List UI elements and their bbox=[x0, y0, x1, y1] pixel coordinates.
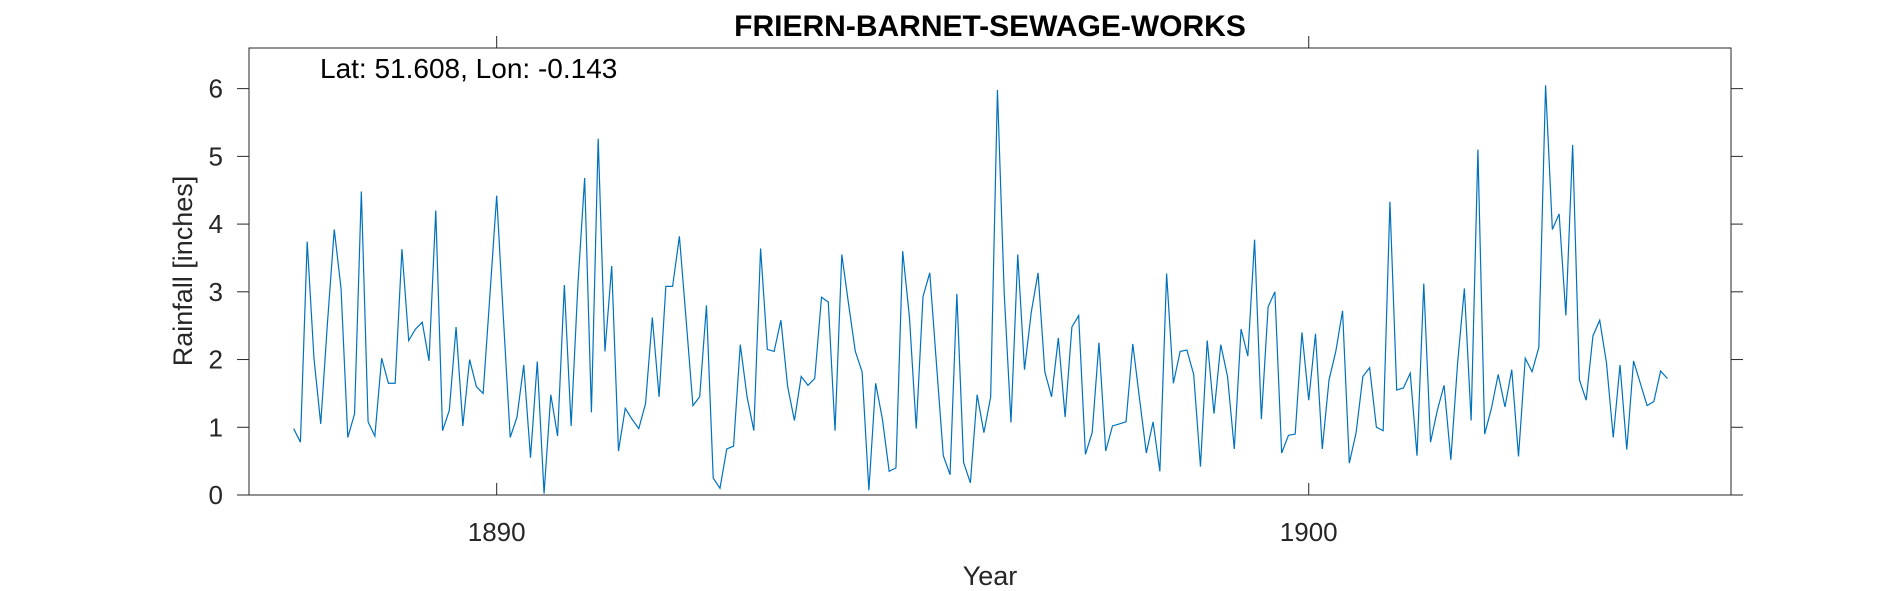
series-group bbox=[293, 85, 1668, 494]
x-tick-label: 1890 bbox=[468, 517, 526, 547]
y-tick-label: 4 bbox=[209, 209, 223, 239]
location-annotation: Lat: 51.608, Lon: -0.143 bbox=[320, 53, 617, 84]
series-line bbox=[293, 85, 1668, 494]
y-axis-label: Rainfall [inches] bbox=[168, 176, 198, 367]
y-tick-label: 0 bbox=[209, 480, 223, 510]
y-tick-label: 5 bbox=[209, 141, 223, 171]
y-tick-label: 2 bbox=[209, 345, 223, 375]
y-axis: 0 1 2 3 4 5 6 bbox=[209, 74, 1743, 510]
x-axis: 1890 1900 bbox=[468, 36, 1338, 547]
y-tick-label: 6 bbox=[209, 74, 223, 104]
y-tick-label: 1 bbox=[209, 412, 223, 442]
plot-box bbox=[248, 47, 1732, 496]
x-tick-label: 1900 bbox=[1280, 517, 1338, 547]
y-tick-label: 3 bbox=[209, 277, 223, 307]
chart-title: FRIERN-BARNET-SEWAGE-WORKS bbox=[734, 10, 1246, 43]
x-axis-label: Year bbox=[963, 561, 1018, 591]
